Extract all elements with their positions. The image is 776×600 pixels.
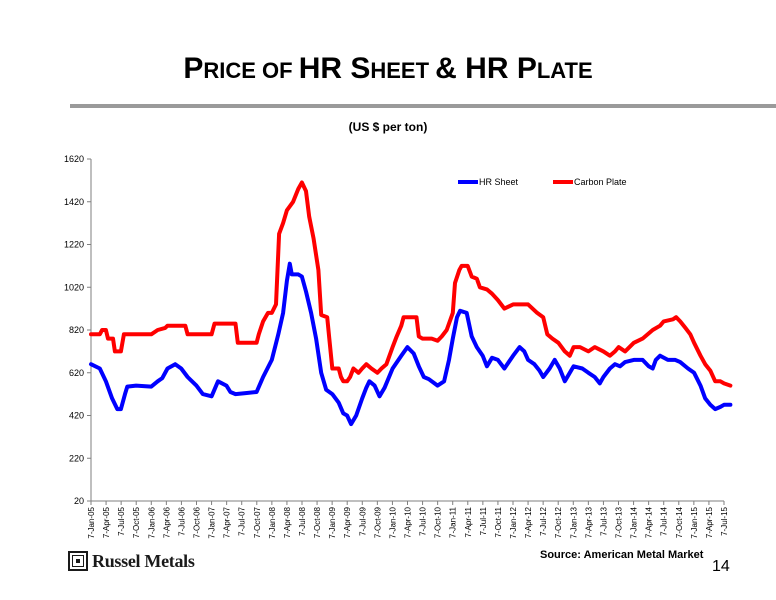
x-tick-label: 7-Jul-06 bbox=[177, 506, 186, 535]
x-tick-label: 7-Jan-11 bbox=[449, 506, 458, 538]
source-note: Source: American Metal Market bbox=[540, 549, 704, 561]
x-tick-label: 7-Oct-09 bbox=[373, 506, 382, 538]
title-part: P bbox=[183, 52, 204, 85]
x-tick-label: 7-Apr-13 bbox=[584, 506, 593, 538]
x-tick-label: 7-Jul-08 bbox=[298, 506, 307, 535]
y-tick-label: 20 bbox=[74, 496, 84, 506]
y-tick-label: 1620 bbox=[64, 154, 84, 164]
x-tick-label: 7-Apr-05 bbox=[102, 506, 111, 538]
x-tick-label: 7-Oct-10 bbox=[434, 506, 443, 538]
x-tick-label: 7-Apr-07 bbox=[223, 506, 232, 538]
x-tick-label: 7-Jan-07 bbox=[208, 506, 217, 538]
x-tick-label: 7-Jan-15 bbox=[690, 506, 699, 538]
x-tick-label: 7-Oct-06 bbox=[193, 506, 202, 538]
title-divider bbox=[70, 104, 776, 108]
x-tick-label: 7-Oct-11 bbox=[494, 506, 503, 537]
title-part: RICE bbox=[203, 58, 263, 83]
x-tick-label: 7-Jul-13 bbox=[599, 506, 608, 535]
x-tick-label: 7-Jul-10 bbox=[419, 506, 428, 535]
x-tick-label: 7-Apr-09 bbox=[343, 506, 352, 538]
legend-label: HR Sheet bbox=[479, 177, 519, 187]
logo-text: Russel Metals bbox=[92, 550, 195, 571]
y-tick-label: 1020 bbox=[64, 282, 84, 292]
x-tick-label: 7-Jan-12 bbox=[509, 506, 518, 538]
y-tick-label: 420 bbox=[69, 411, 84, 421]
x-tick-label: 7-Apr-11 bbox=[464, 506, 473, 537]
x-tick-label: 7-Apr-14 bbox=[645, 506, 654, 538]
company-logo: Russel Metals bbox=[68, 550, 195, 572]
y-tick-label: 1220 bbox=[64, 240, 84, 250]
x-tick-label: 7-Jul-07 bbox=[238, 506, 247, 535]
x-tick-label: 7-Apr-10 bbox=[404, 506, 413, 538]
x-tick-label: 7-Apr-15 bbox=[705, 506, 714, 538]
series-line-carbon-plate bbox=[89, 180, 733, 388]
x-tick-label: 7-Jul-12 bbox=[539, 506, 548, 535]
x-tick-label: 7-Apr-08 bbox=[283, 506, 292, 538]
y-tick-label: 620 bbox=[69, 368, 84, 378]
x-tick-label: 7-Oct-14 bbox=[675, 506, 684, 538]
legend-label: Carbon Plate bbox=[574, 177, 627, 187]
x-tick-label: 7-Oct-05 bbox=[132, 506, 141, 538]
x-tick-label: 7-Jan-09 bbox=[328, 506, 337, 538]
y-tick-label: 220 bbox=[69, 453, 84, 463]
title-part: HR S bbox=[298, 52, 371, 85]
logo-mark-icon bbox=[68, 551, 88, 571]
x-tick-label: 7-Jan-10 bbox=[388, 506, 397, 538]
x-tick-label: 7-Jul-09 bbox=[358, 506, 367, 535]
price-line-chart: 20 220 420 620 820 1020 1220 1420 1620 7-Jan-05 7-… bbox=[64, 154, 733, 539]
x-tick-label: 7-Jan-14 bbox=[630, 506, 639, 538]
series-line-hr-sheet bbox=[89, 261, 733, 427]
x-tick-label: 7-Jul-15 bbox=[720, 506, 729, 535]
x-tick-label: 7-Oct-13 bbox=[615, 506, 624, 538]
x-tick-label: 7-Jul-11 bbox=[479, 506, 488, 535]
x-tick-label: 7-Oct-12 bbox=[554, 506, 563, 538]
title-part: OF bbox=[262, 58, 299, 83]
page-number: 14 bbox=[712, 558, 730, 575]
title-part: HEET bbox=[370, 58, 436, 83]
y-tick-label: 820 bbox=[69, 325, 84, 335]
title-part: LATE bbox=[536, 58, 593, 83]
chart-subtitle: (US $ per ton) bbox=[348, 120, 428, 134]
title-part: & HR P bbox=[435, 52, 537, 85]
x-tick-label: 7-Jan-13 bbox=[569, 506, 578, 538]
page-title: PRICE OF HR SHEET & HR PLATE bbox=[0, 52, 776, 86]
x-tick-label: 7-Jul-14 bbox=[660, 506, 669, 535]
x-tick-label: 7-Apr-06 bbox=[162, 506, 171, 538]
x-tick-label: 7-Jan-05 bbox=[87, 506, 96, 538]
x-tick-label: 7-Apr-12 bbox=[524, 506, 533, 538]
x-tick-label: 7-Jan-06 bbox=[147, 506, 156, 538]
x-tick-label: 7-Oct-08 bbox=[313, 506, 322, 538]
x-tick-label: 7-Oct-07 bbox=[253, 506, 262, 538]
x-tick-label: 7-Jan-08 bbox=[268, 506, 277, 538]
x-tick-label: 7-Jul-05 bbox=[117, 506, 126, 535]
y-tick-label: 1420 bbox=[64, 197, 84, 207]
